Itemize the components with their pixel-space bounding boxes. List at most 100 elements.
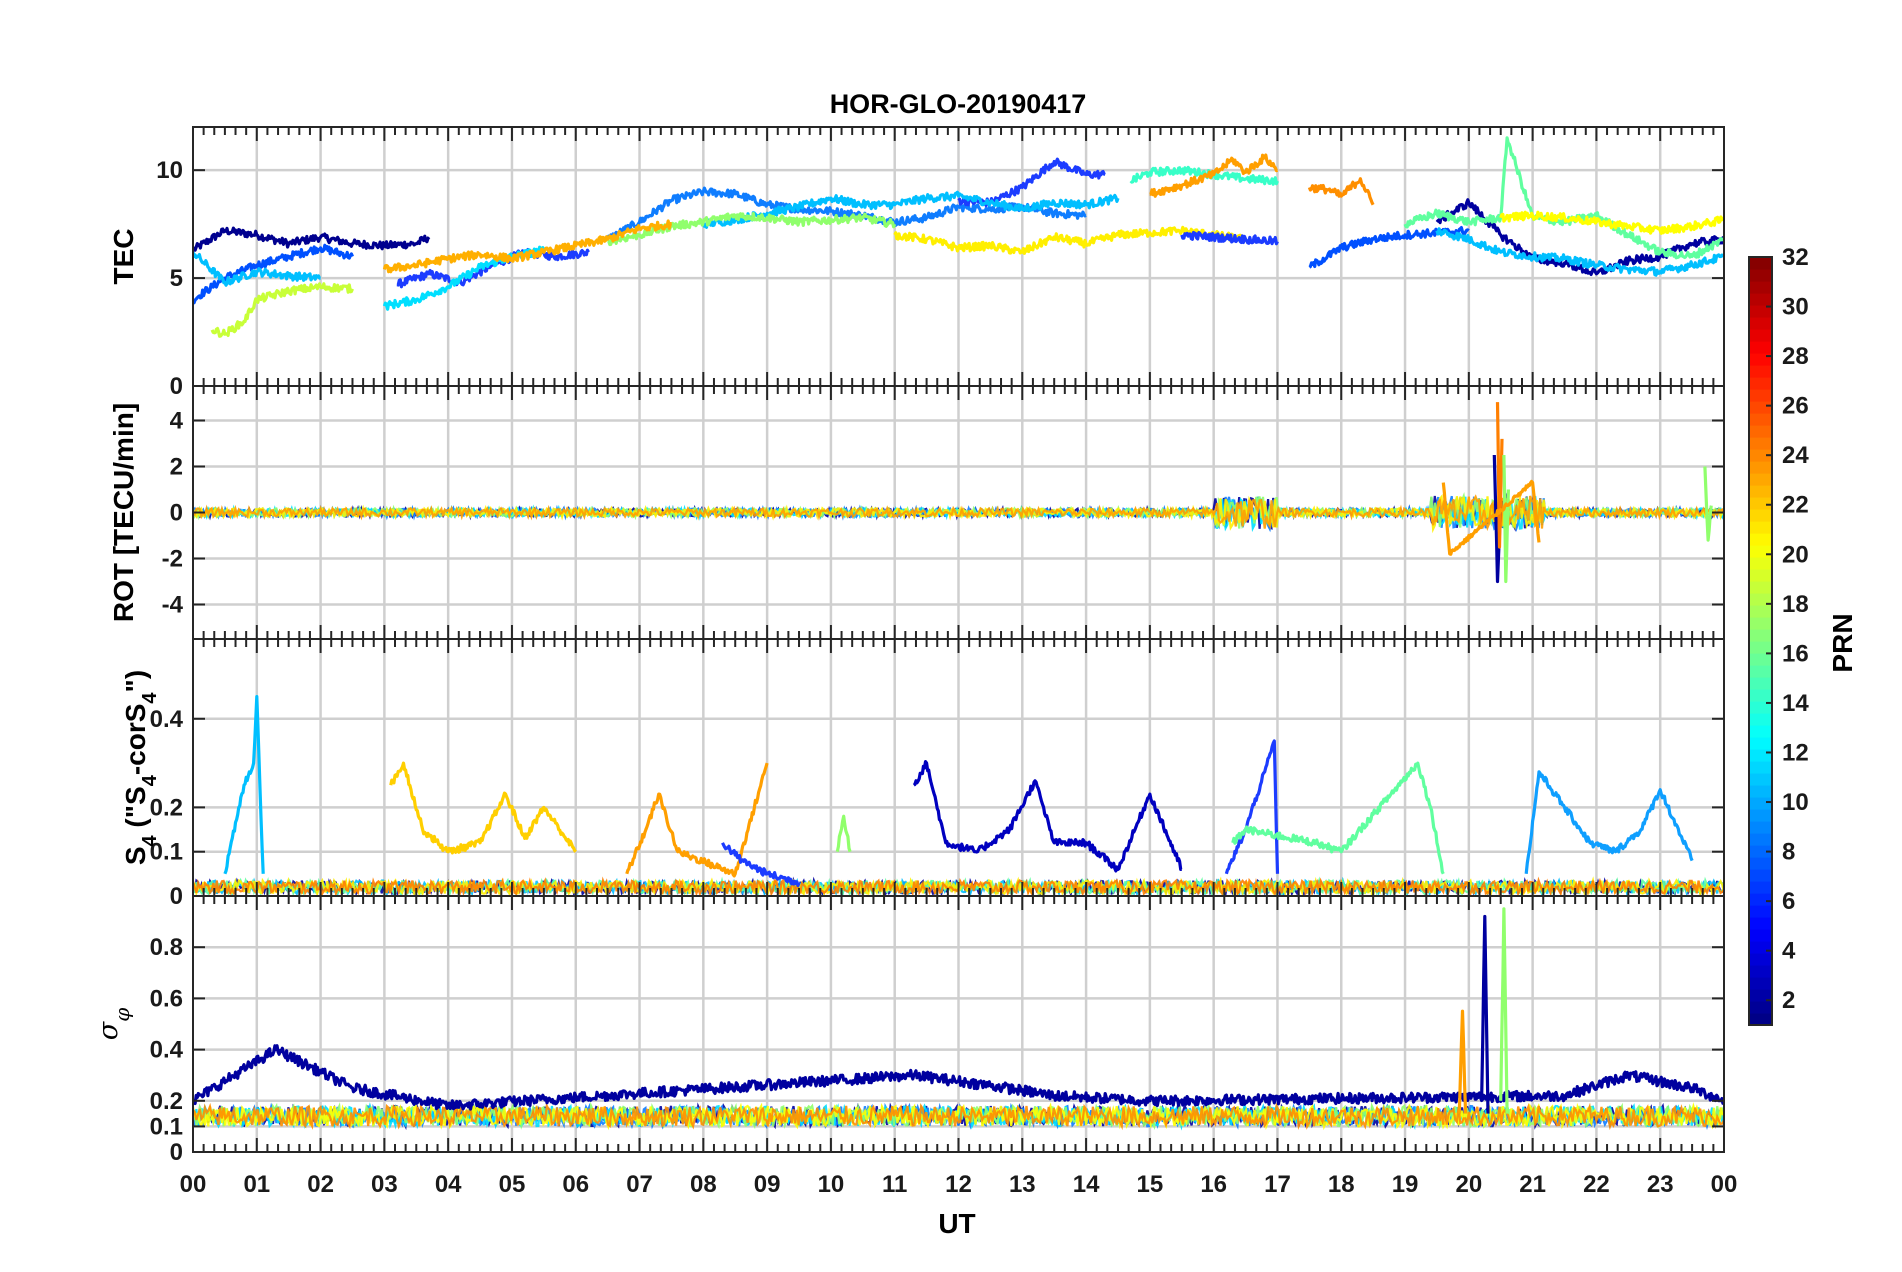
colorbar-tick-label: 8 [1782,839,1795,866]
series-line [957,157,1106,208]
series-line [193,251,322,287]
colorbar-cell [1749,521,1772,534]
baseline-trace [193,494,1724,532]
colorbar-tick-label: 4 [1782,938,1796,965]
x-tick-label: 15 [1137,1171,1164,1198]
y-axis-label: ROT [TECU/min] [108,403,139,622]
y-tick-label: -4 [162,592,184,619]
colorbar-cell [1749,341,1772,354]
series-line [396,247,590,289]
colorbar-cell [1749,533,1772,546]
x-tick-label: 00 [1711,1171,1738,1198]
colorbar-cell [1749,617,1772,630]
colorbar-cell [1749,257,1772,270]
colorbar-cell [1749,941,1772,954]
series-line [1180,230,1279,246]
colorbar-tick-label: 32 [1782,244,1809,271]
colorbar-cell [1749,677,1772,690]
colorbar-tick-label: 18 [1782,591,1809,618]
x-axis-label: UT [938,1208,975,1239]
x-tick-label: 09 [754,1171,781,1198]
colorbar-cell [1749,497,1772,510]
series-line [893,225,1247,255]
series-group [193,907,1724,1131]
panel-4: 00.10.2 0.4 0.6 0.8 σφ [93,895,1725,1166]
y-tick-label: 0.4 [150,706,184,733]
colorbar-cell [1749,485,1772,498]
x-tick-label: 00 [180,1171,207,1198]
series-line [1231,761,1445,875]
series-line [625,762,769,878]
colorbar-tick-label: 16 [1782,640,1809,667]
x-tick-label: 07 [626,1171,653,1198]
colorbar-cell [1749,881,1772,894]
colorbar-tick-label: 26 [1782,393,1809,420]
colorbar-cell [1749,629,1772,642]
series-line [193,243,354,305]
colorbar-cell [1749,977,1772,990]
colorbar-cell [1749,833,1772,846]
series-line [1149,153,1279,198]
x-tick-label: 03 [371,1171,398,1198]
series-line [382,219,673,274]
x-tick-label: 19 [1392,1171,1419,1198]
colorbar-cell [1749,809,1772,822]
colorbar-cell [1749,605,1772,618]
colorbar-cell [1749,701,1772,714]
colorbar-cell [1749,653,1772,666]
colorbar-cell [1749,761,1772,774]
series-line [1499,210,1724,235]
x-tick-label: 13 [1009,1171,1036,1198]
colorbar-cell [1749,665,1772,678]
x-tick-label: 21 [1519,1171,1546,1198]
y-tick-label: 0 [170,373,183,400]
colorbar-cell [1749,713,1772,726]
x-tick-label: 14 [1073,1171,1100,1198]
y-tick-label: 5 [170,265,183,292]
panel-2: -4 -2 0 2 4 ROT [TECU/min] [108,385,1725,640]
colorbar-cell [1749,821,1772,834]
x-tick-label: 17 [1264,1171,1291,1198]
colorbar-cell [1749,545,1772,558]
colorbar-tick-label: 20 [1782,541,1809,568]
colorbar-cell [1749,281,1772,294]
colorbar-cell [1749,377,1772,390]
colorbar-cell [1749,989,1772,1002]
colorbar-cell [1749,293,1772,306]
series-line [1129,165,1279,186]
series-line [721,842,801,888]
y-axis-label: σφ [93,1008,134,1040]
colorbar-cell [1749,725,1772,738]
y-tick-label: 0.2 [150,1088,183,1115]
y-tick-label: 0 [170,500,183,527]
y-tick-label: 10 [156,157,183,184]
series-line [1457,1009,1468,1114]
colorbar-cell [1749,689,1772,702]
series-line [1480,914,1490,1114]
x-tick-label: 01 [243,1171,270,1198]
colorbar-cell [1749,449,1772,462]
colorbar-cell [1749,1001,1772,1014]
x-tick-label: 05 [499,1171,526,1198]
colorbar-label: PRN [1827,613,1858,672]
colorbar-cell [1749,797,1772,810]
colorbar-cell [1749,353,1772,366]
series-line [1502,454,1510,584]
baseline-trace [193,1102,1724,1131]
series-line [1495,402,1504,549]
series-line [1224,739,1280,875]
colorbar-frame [1748,256,1773,1026]
colorbar-cell [1749,749,1772,762]
colorbar-cell [1749,593,1772,606]
colorbar-cell [1749,785,1772,798]
colorbar-cell [1749,773,1772,786]
colorbar-tick-label: 2 [1782,987,1795,1014]
colorbar-cell [1749,425,1772,438]
colorbar-cell [1749,893,1772,906]
series-group [193,402,1724,584]
colorbar-cell [1749,1013,1772,1026]
panel-3: 0 0.1 0.2 0.4S4 ("S4-corS4") [120,638,1725,910]
colorbar-tick-label: 14 [1782,690,1809,717]
y-tick-label: 0 [170,883,183,910]
